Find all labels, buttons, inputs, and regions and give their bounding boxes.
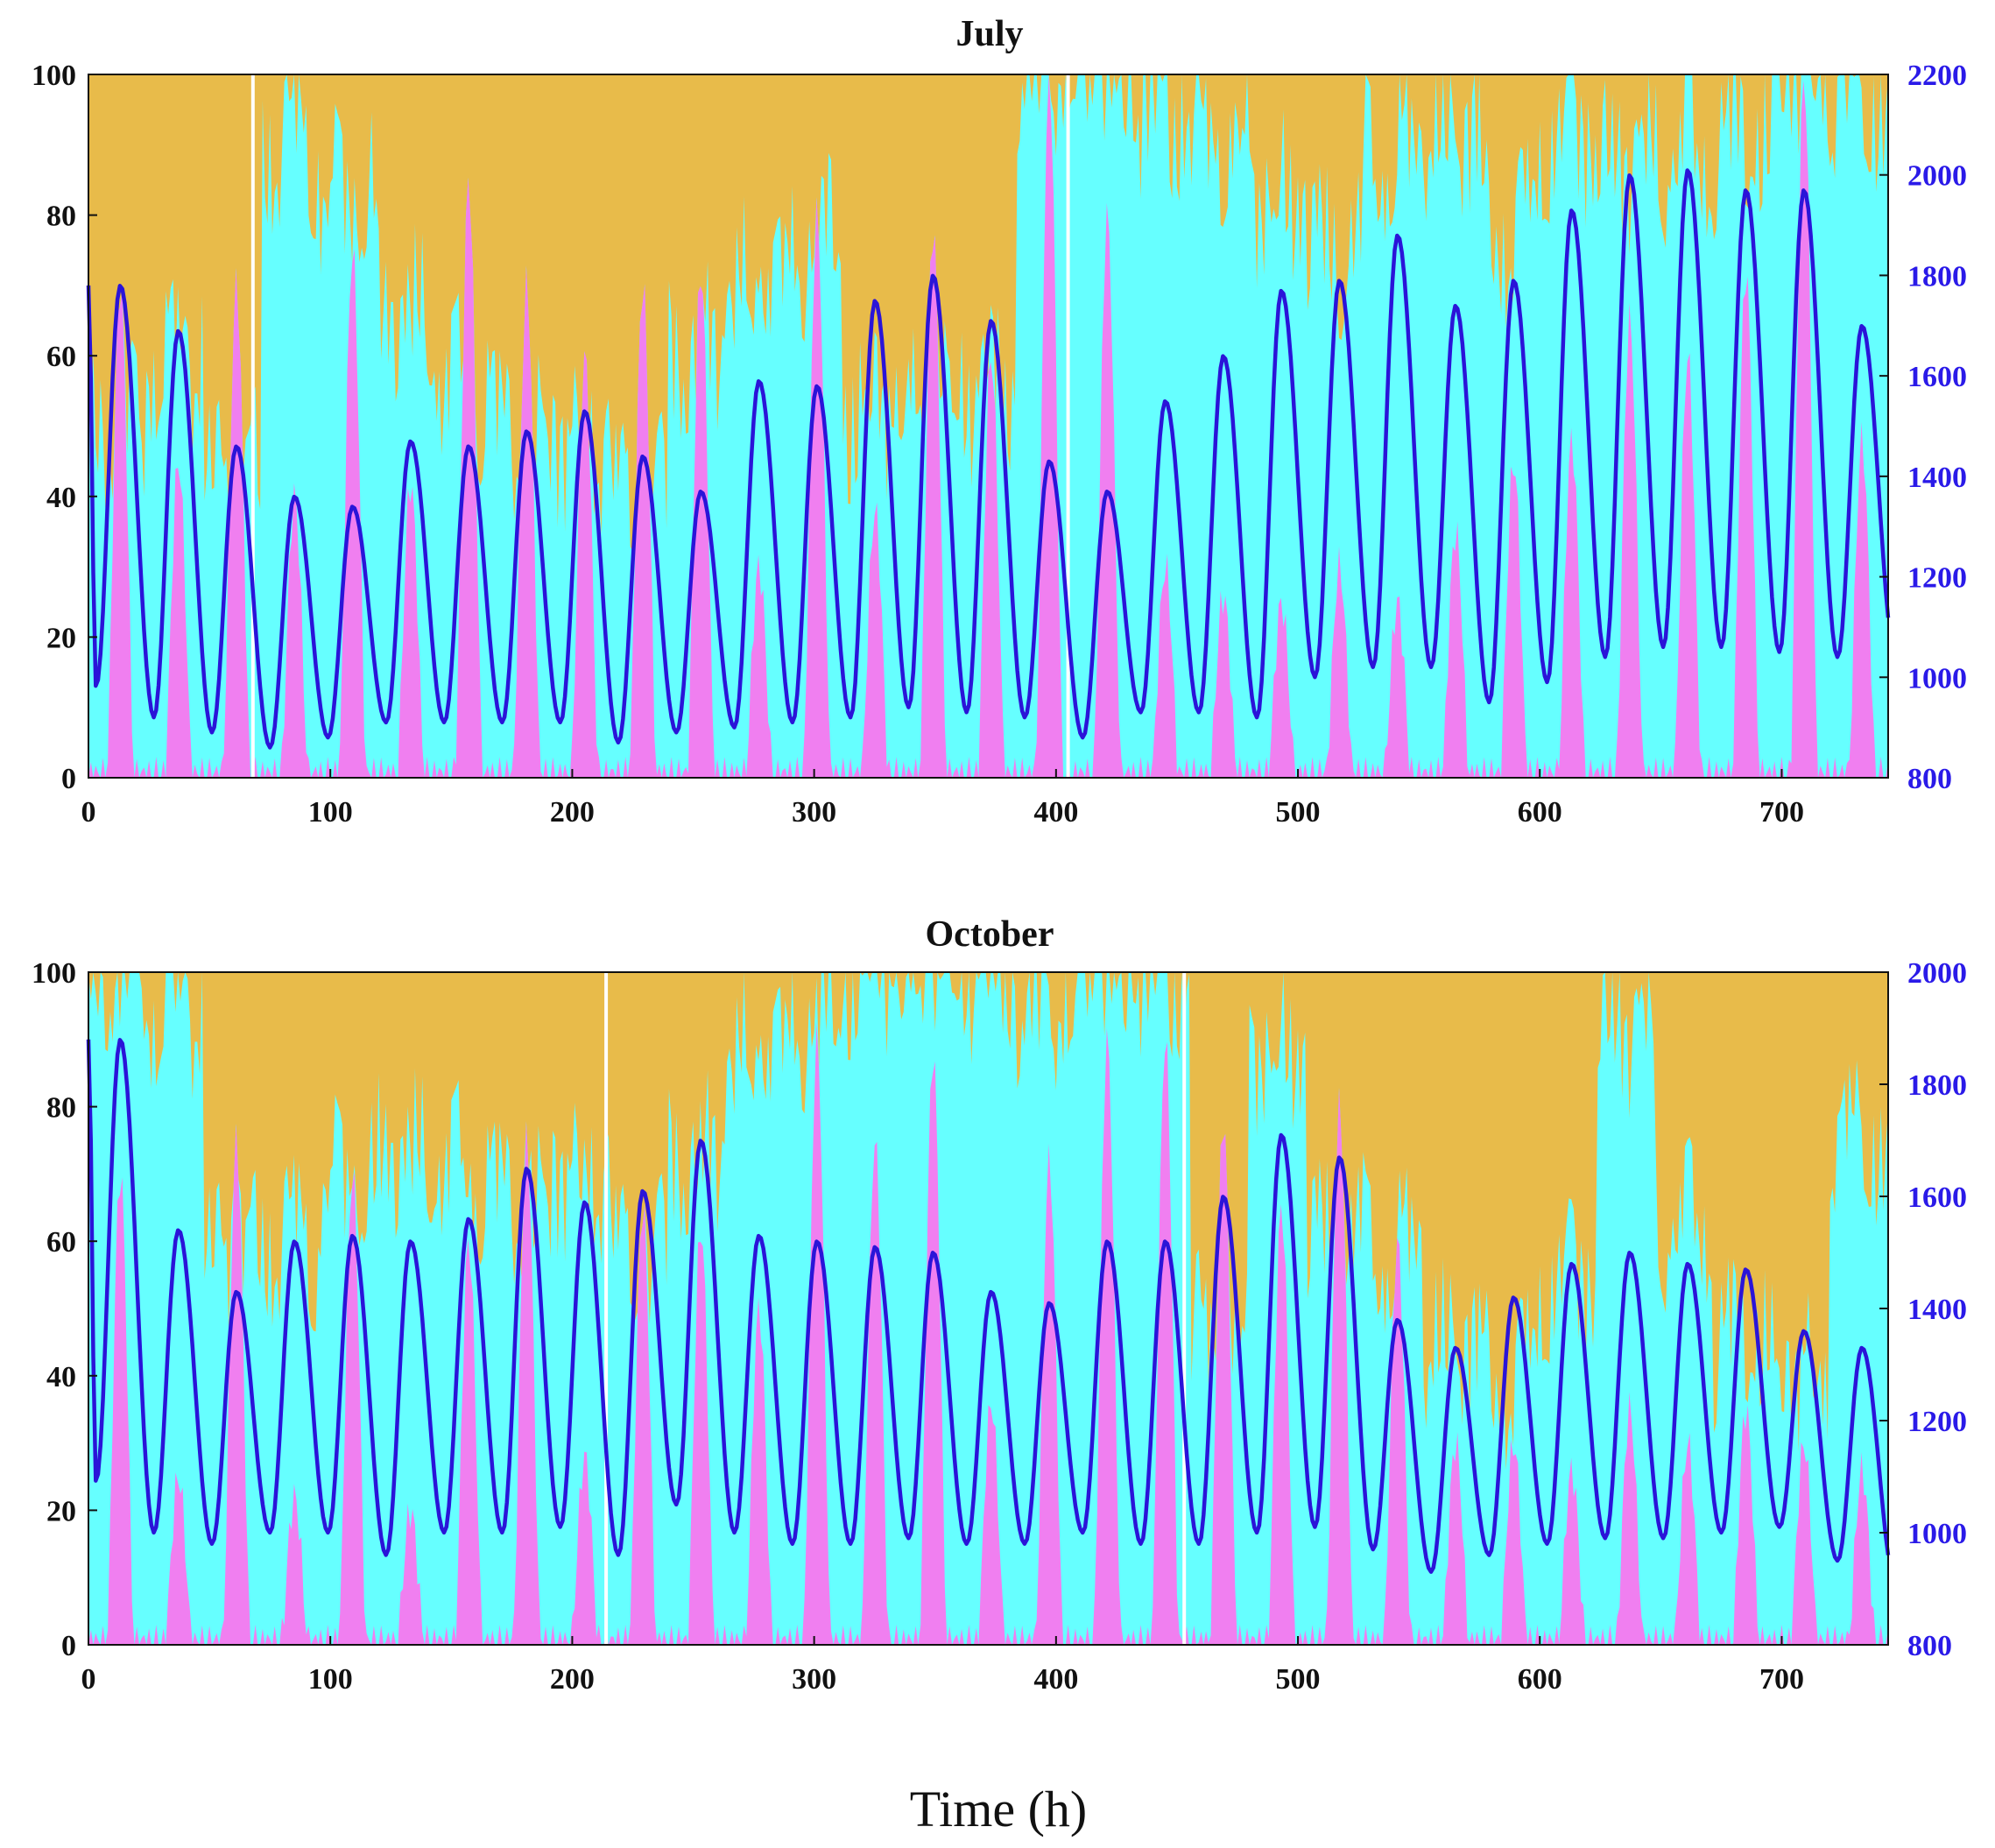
y-left-tick-label: 0 xyxy=(61,1630,76,1662)
x-tick-label: 700 xyxy=(1759,1663,1804,1696)
y-right-tick-label: 1800 xyxy=(1907,260,1967,293)
area-pink xyxy=(88,74,1888,778)
x-tick-label: 0 xyxy=(81,796,96,829)
chart-title-october: October xyxy=(926,914,1054,955)
x-tick-label: 500 xyxy=(1276,796,1321,829)
y-right-tick-label: 800 xyxy=(1907,763,1952,795)
y-left-tick-label: 80 xyxy=(46,1092,76,1125)
demand-line xyxy=(86,1038,1891,1574)
y-right-tick-label: 1200 xyxy=(1907,1406,1967,1438)
july-plot-area xyxy=(86,74,1891,778)
october-chart: October 0 100 200 300 400 500 600 700 0 20 40 60 80 1… xyxy=(32,914,1967,1696)
y-left-tick-label: 20 xyxy=(46,1495,76,1527)
y-left-tick-label: 40 xyxy=(46,1361,76,1393)
x-tick-label: 300 xyxy=(792,1663,836,1696)
y-left-tick-label: 100 xyxy=(32,60,76,92)
x-tick-label: 600 xyxy=(1518,1663,1562,1696)
y-left-tick-label: 80 xyxy=(46,201,76,233)
data-gap-1 xyxy=(1182,972,1187,1645)
x-tick-label: 200 xyxy=(550,796,595,829)
x-tick-label: 400 xyxy=(1033,1663,1078,1696)
x-tick-label: 700 xyxy=(1759,796,1804,829)
october-plot-area xyxy=(86,972,1891,1645)
y-left-tick-label: 0 xyxy=(61,763,76,795)
x-tick-label: 200 xyxy=(550,1663,595,1696)
october-axis-ticks: 0 100 200 300 400 500 600 700 0 20 40 60 80 100 800 100… xyxy=(32,957,1967,1696)
y-right-tick-label: 1400 xyxy=(1907,462,1967,494)
x-axis-label: Time (h) xyxy=(910,1781,1088,1837)
y-right-tick-label: 1200 xyxy=(1907,562,1967,595)
x-tick-label: 100 xyxy=(308,1663,353,1696)
data-gap-0 xyxy=(250,74,255,778)
y-right-tick-label: 2000 xyxy=(1907,160,1967,193)
y-left-tick-label: 40 xyxy=(46,482,76,514)
x-tick-label: 600 xyxy=(1518,796,1562,829)
area-pink xyxy=(88,1022,1888,1645)
y-left-tick-label: 20 xyxy=(46,622,76,654)
x-tick-label: 100 xyxy=(308,796,353,829)
data-gap-1 xyxy=(1066,74,1070,778)
y-right-tick-label: 1800 xyxy=(1907,1069,1967,1102)
y-left-tick-label: 60 xyxy=(46,1226,76,1259)
july-plot-frame xyxy=(88,74,1889,779)
data-gap-0 xyxy=(604,972,609,1645)
july-axis-ticks: 0 100 200 300 400 500 600 700 0 20 40 60 80 100 800 100… xyxy=(32,60,1967,829)
july-chart: July 0 100 200 300 400 500 600 700 0 20 40 60 80 100 8… xyxy=(32,14,1967,829)
y-right-tick-label: 1000 xyxy=(1907,662,1967,695)
y-left-tick-label: 60 xyxy=(46,341,76,373)
chart-title-july: July xyxy=(955,14,1023,54)
y-right-tick-label: 1600 xyxy=(1907,1181,1967,1214)
x-tick-label: 500 xyxy=(1276,1663,1321,1696)
y-right-tick-label: 1600 xyxy=(1907,361,1967,393)
y-right-tick-label: 1000 xyxy=(1907,1518,1967,1550)
y-left-tick-label: 100 xyxy=(32,957,76,990)
y-right-tick-label: 800 xyxy=(1907,1630,1952,1662)
x-tick-label: 300 xyxy=(792,796,836,829)
y-right-tick-label: 2000 xyxy=(1907,957,1967,990)
y-right-tick-label: 1400 xyxy=(1907,1294,1967,1326)
x-tick-label: 400 xyxy=(1033,796,1078,829)
x-tick-label: 0 xyxy=(81,1663,96,1696)
y-right-tick-label: 2200 xyxy=(1907,60,1967,92)
demand-line xyxy=(86,168,1891,750)
